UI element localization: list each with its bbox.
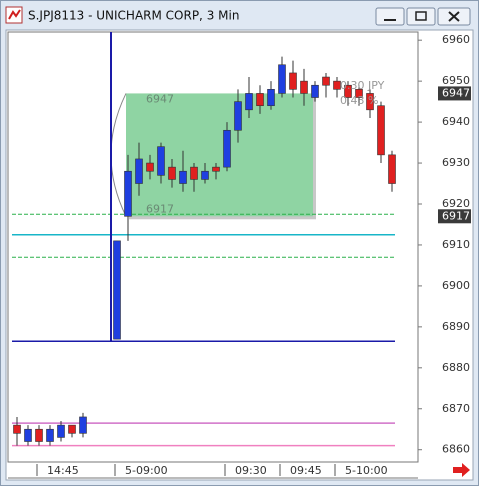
price-marker-box [438, 209, 471, 224]
candle-body [46, 428, 54, 442]
candle-body [24, 428, 32, 442]
candle-body [333, 80, 341, 90]
y-tick-label: 6890 [442, 320, 470, 333]
price-marker: 6917 [442, 209, 470, 222]
y-tick-label: 6960 [442, 33, 470, 46]
window-buttons[interactable] [375, 7, 471, 26]
minimize-button[interactable] [375, 7, 405, 26]
candle-body [245, 93, 253, 111]
candle-body [157, 146, 165, 176]
candle-body [300, 80, 308, 94]
y-tick-label: 6940 [442, 115, 470, 128]
candle-body [35, 428, 43, 442]
y-tick-label: 6900 [442, 279, 470, 292]
y-tick-label: 6930 [442, 156, 470, 169]
candle-body [311, 84, 319, 98]
maximize-glyph [415, 11, 427, 21]
maximize-button[interactable] [406, 7, 436, 26]
y-tick-label: 6870 [442, 402, 470, 415]
candle-body [57, 424, 65, 438]
candle-body [113, 240, 121, 340]
icon-glyph [8, 9, 21, 20]
candle-body [68, 424, 76, 434]
zone-label: 6947 [146, 92, 174, 105]
x-tick-label: 14:45 [47, 464, 79, 477]
candle-body [223, 129, 231, 168]
candle-body [322, 76, 330, 86]
annotation: 0.30 JPY [340, 79, 385, 92]
candle-body [289, 72, 297, 90]
candle-body [79, 416, 87, 434]
candle-body [234, 101, 242, 131]
y-tick-label: 6880 [442, 361, 470, 374]
candle-body [13, 424, 21, 434]
zone [126, 93, 313, 217]
candle-body [212, 166, 220, 172]
candle-body [377, 105, 385, 156]
price-marker-box [438, 86, 471, 101]
zone-label: 6917 [146, 202, 174, 215]
x-tick-label: 09:45 [290, 464, 322, 477]
candle-body [146, 162, 154, 172]
window-title: S.JPJ8113 - UNICHARM CORP, 3 Min [28, 9, 239, 23]
candle-body [190, 166, 198, 180]
price-marker: 6947 [442, 86, 470, 99]
candle-body [168, 166, 176, 180]
annotation: 0.43 % [340, 94, 378, 107]
x-tick-label: 5-10:00 [345, 464, 388, 477]
close-glyph [448, 11, 460, 22]
candle-body [344, 84, 352, 98]
x-tick-label: 09:30 [235, 464, 267, 477]
y-tick-label: 6910 [442, 238, 470, 251]
candle-body [278, 64, 286, 94]
candle-body [388, 154, 396, 184]
x-tick-label: 5-09:00 [125, 464, 168, 477]
candle-body [366, 93, 374, 111]
y-tick-label: 6920 [442, 197, 470, 210]
plot: 6860 6870 6880 6890 6900 6910 6920 6930 6940 6950… [12, 32, 471, 477]
scroll-arrow[interactable] [453, 463, 470, 477]
candle-body [267, 89, 275, 107]
candle-body [256, 93, 264, 107]
candle-body [124, 170, 132, 217]
y-tick-label: 6860 [442, 443, 470, 456]
candle-body [355, 89, 363, 98]
candle-body [179, 170, 187, 184]
y-tick-label: 6950 [442, 74, 470, 87]
candle-body [201, 170, 209, 180]
candle-body [135, 158, 143, 184]
